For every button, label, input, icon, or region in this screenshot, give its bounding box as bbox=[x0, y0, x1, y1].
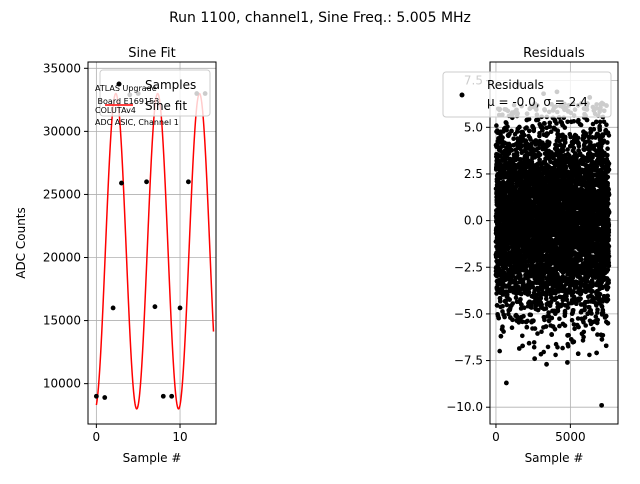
residual-point bbox=[529, 313, 534, 318]
annotation-line: Board E169153 bbox=[95, 97, 159, 106]
sample-point bbox=[119, 181, 124, 186]
residual-point bbox=[511, 136, 516, 141]
residual-point bbox=[546, 345, 551, 350]
annotation-line: ADC ASIC, Channel 1 bbox=[95, 118, 179, 127]
figure-title: Run 1100, channel1, Sine Freq.: 5.005 MH… bbox=[169, 10, 471, 26]
sine-fit-panel: Sine Fit 0 10 10000 15000 20000 25000 30000 350… bbox=[14, 46, 216, 465]
annotation-line: ATLAS Upgrade bbox=[95, 84, 157, 93]
residual-point bbox=[557, 324, 562, 329]
residual-point bbox=[494, 129, 499, 134]
residual-point bbox=[541, 350, 546, 355]
residual-point bbox=[587, 353, 592, 358]
sine-fit-y-tick-label: 25000 bbox=[43, 187, 81, 201]
sample-point bbox=[153, 304, 158, 309]
residual-point bbox=[519, 150, 524, 155]
residual-point bbox=[510, 325, 515, 330]
residuals-title: Residuals bbox=[523, 46, 585, 61]
residual-point bbox=[595, 308, 600, 313]
residual-point bbox=[594, 314, 599, 319]
sample-point bbox=[111, 306, 116, 311]
residuals-points-layer bbox=[494, 82, 612, 408]
residual-point bbox=[566, 344, 571, 349]
sample-point bbox=[102, 395, 107, 400]
sine-fit-x-label: Sample # bbox=[123, 451, 182, 465]
sine-fit-y-tick-label: 20000 bbox=[43, 251, 81, 265]
residual-point bbox=[539, 329, 544, 334]
sample-point bbox=[144, 179, 149, 184]
residual-point bbox=[554, 342, 559, 347]
sine-fit-y-tick-label: 15000 bbox=[43, 314, 81, 328]
sample-point bbox=[94, 394, 99, 399]
sine-fit-y-tick-label: 10000 bbox=[43, 377, 81, 391]
sine-fit-x-tick-label: 10 bbox=[172, 430, 187, 444]
residual-point bbox=[523, 126, 528, 131]
residual-point bbox=[570, 318, 575, 323]
residual-point bbox=[514, 296, 519, 301]
residual-point bbox=[605, 146, 610, 151]
residual-point bbox=[530, 326, 535, 331]
sample-point bbox=[169, 394, 174, 399]
sine-fit-y-label: ADC Counts bbox=[14, 207, 28, 279]
residual-point bbox=[557, 316, 562, 321]
sine-fit-y-tick-label: 30000 bbox=[43, 124, 81, 138]
residual-point bbox=[532, 340, 537, 345]
residual-point bbox=[553, 353, 558, 358]
sine-fit-curve-layer bbox=[96, 94, 213, 409]
residual-point bbox=[581, 338, 586, 343]
residual-point bbox=[520, 334, 525, 339]
residual-point bbox=[568, 135, 573, 140]
residual-point bbox=[575, 323, 580, 328]
residual-point bbox=[497, 349, 502, 354]
residual-point bbox=[532, 345, 537, 350]
sample-point bbox=[186, 179, 191, 184]
sine-fit-curve bbox=[96, 94, 213, 409]
residual-point bbox=[534, 118, 539, 123]
sample-point bbox=[178, 306, 183, 311]
residual-point bbox=[579, 123, 584, 128]
residual-point bbox=[494, 123, 499, 128]
residual-point bbox=[535, 331, 540, 336]
sample-point bbox=[161, 394, 166, 399]
residual-point bbox=[590, 278, 595, 283]
sine-fit-y-tick-label: 35000 bbox=[43, 61, 81, 75]
sine-fit-title: Sine Fit bbox=[128, 46, 175, 61]
sine-fit-x-tick-label: 0 bbox=[93, 430, 101, 444]
annotation-line: COLUTAv4 bbox=[95, 106, 136, 115]
residual-point bbox=[519, 306, 524, 311]
residual-point bbox=[576, 118, 581, 123]
residual-point bbox=[560, 346, 565, 351]
